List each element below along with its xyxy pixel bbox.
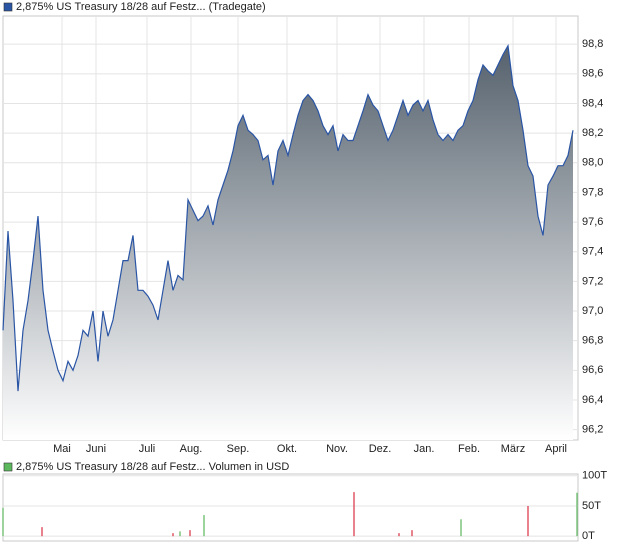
x-tick-label: Dez. <box>369 443 392 455</box>
legend-label: 2,875% US Treasury 18/28 auf Festz... (T… <box>16 1 266 13</box>
x-tick-label: Sep. <box>227 443 250 455</box>
volume-bar <box>203 515 205 537</box>
volume-bar <box>41 527 43 537</box>
x-tick-label: Okt. <box>277 443 297 455</box>
y-tick-label: 98,8 <box>582 38 603 50</box>
x-tick-label: Juli <box>139 443 156 455</box>
volume-bar <box>527 505 529 537</box>
y-tick-label: 98,6 <box>582 68 603 80</box>
x-tick-label: Juni <box>86 443 106 455</box>
y-tick-label: 50T <box>582 500 601 512</box>
x-tick-label: Mai <box>53 443 71 455</box>
x-tick-label: Aug. <box>180 443 203 455</box>
x-tick-label: Feb. <box>458 443 480 455</box>
y-tick-label: 97,2 <box>582 275 603 287</box>
plot-frame <box>2 473 579 542</box>
y-tick-label: 97,6 <box>582 216 603 228</box>
y-tick-label: 96,4 <box>582 394 603 406</box>
legend-label: 2,875% US Treasury 18/28 auf Festz... Vo… <box>16 461 289 473</box>
y-tick-label: 0T <box>582 530 595 542</box>
y-tick-label: 96,6 <box>582 364 603 376</box>
x-tick-label: März <box>501 443 525 455</box>
volume-bar <box>411 530 413 537</box>
legend-swatch <box>3 2 13 12</box>
y-tick-label: 96,2 <box>582 424 603 436</box>
volume-bar <box>576 492 578 537</box>
y-tick-label: 98,2 <box>582 127 603 139</box>
y-tick-label: 98,4 <box>582 97 603 109</box>
volume-bar <box>179 531 181 537</box>
y-tick-label: 97,8 <box>582 186 603 198</box>
volume-bar <box>189 530 191 537</box>
volume-bar <box>2 507 4 537</box>
y-tick-label: 98,0 <box>582 157 603 169</box>
y-tick-label: 100T <box>582 470 607 482</box>
legend-swatch <box>3 462 13 472</box>
x-tick-label: April <box>545 443 567 455</box>
price-line <box>2 43 574 392</box>
volume-bar <box>172 533 174 537</box>
x-tick-label: Nov. <box>326 443 348 455</box>
y-tick-label: 97,0 <box>582 305 603 317</box>
volume-bar <box>460 519 462 537</box>
y-tick-label: 96,8 <box>582 335 603 347</box>
x-tick-label: Jan. <box>414 443 435 455</box>
area-fill <box>3 45 573 440</box>
y-tick-label: 97,4 <box>582 246 603 258</box>
volume-bar <box>353 492 355 537</box>
volume-bar <box>398 533 400 537</box>
